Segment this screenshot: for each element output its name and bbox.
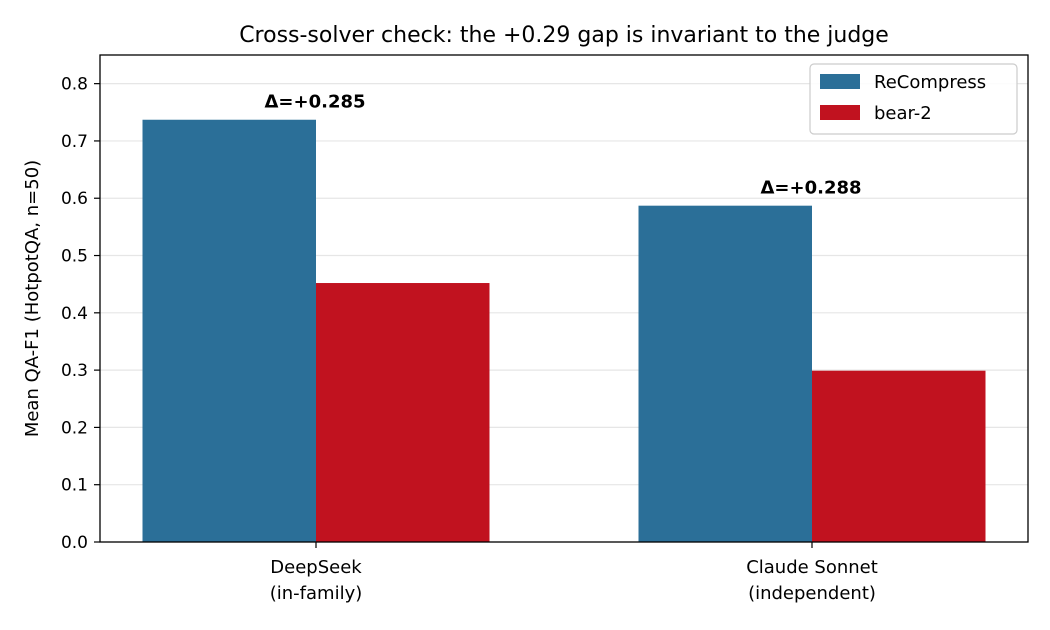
y-tick-label: 0.6 xyxy=(61,189,88,209)
x-ticks: DeepSeek (in-family) Claude Sonnet (indepen… xyxy=(270,542,878,604)
y-ticks: 0.0 0.1 0.2 0.3 0.4 0.5 0.6 0.7 0.8 xyxy=(61,75,100,553)
legend-label: ReCompress xyxy=(874,72,986,93)
legend-box xyxy=(809,63,1018,135)
legend-swatch xyxy=(820,74,860,89)
y-tick-label: 0.8 xyxy=(61,75,88,95)
x-tick-label: Claude Sonnet xyxy=(746,557,878,578)
y-tick-label: 0.4 xyxy=(61,304,88,324)
bar-bear-2 xyxy=(812,370,986,542)
y-tick-label: 0.1 xyxy=(61,476,88,496)
y-tick-label: 0.7 xyxy=(61,132,88,152)
axes xyxy=(99,54,1029,543)
delta-label: Δ=+0.285 xyxy=(264,92,365,113)
delta-label: Δ=+0.288 xyxy=(760,178,861,199)
chart-title: Cross-solver check: the +0.29 gap is inv… xyxy=(239,23,889,48)
legend-label: bear-2 xyxy=(874,103,932,124)
y-tick-label: 0.2 xyxy=(61,418,88,438)
plot-frame xyxy=(99,54,1029,543)
legend-swatch xyxy=(820,105,860,120)
bar-bear-2 xyxy=(316,283,490,542)
y-tick-label: 0.5 xyxy=(61,247,88,267)
x-tick-label: (independent) xyxy=(748,583,876,604)
y-axis-label: Mean QA-F1 (HotpotQA, n=50) xyxy=(22,160,43,437)
legend: ReCompress bear-2 xyxy=(809,63,1018,135)
x-tick-label: (in-family) xyxy=(270,583,363,604)
bar-recompress xyxy=(142,119,316,542)
x-tick-label: DeepSeek xyxy=(270,557,362,578)
bars xyxy=(142,119,986,542)
bar-recompress xyxy=(638,205,812,542)
y-tick-label: 0.3 xyxy=(61,361,88,381)
y-tick-label: 0.0 xyxy=(61,533,88,553)
delta-annotations: Δ=+0.285 Δ=+0.288 xyxy=(264,92,861,199)
